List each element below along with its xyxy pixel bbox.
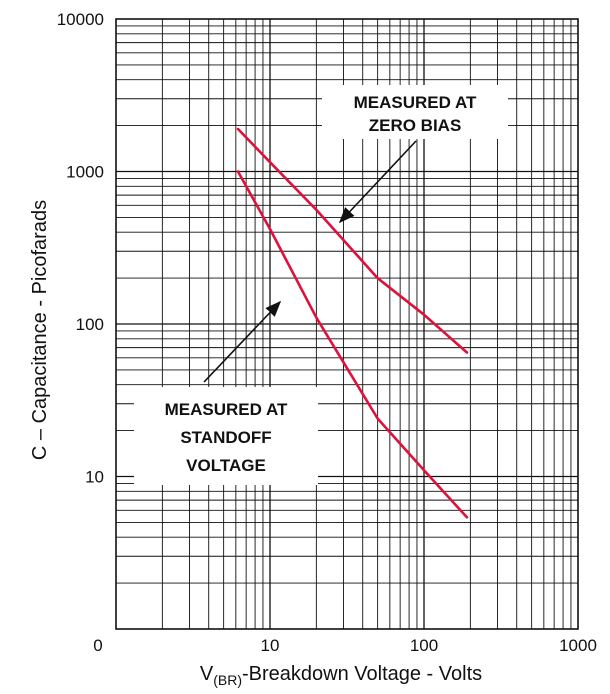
standoff-annotation-line-3: VOLTAGE (186, 456, 266, 475)
tick-labels: 0 10 100 1000 10 100 1000 10000 (57, 10, 597, 655)
y-tick-label: 10 (85, 468, 104, 487)
zero-bias-annotation-line-2: ZERO BIAS (369, 116, 462, 135)
standoff-annotation-box (134, 387, 318, 485)
x-axis-label-main: -Breakdown Voltage - Volts (242, 663, 482, 685)
standoff-annotation-line-1: MEASURED AT (165, 400, 288, 419)
x-tick-label: 1000 (559, 636, 597, 655)
y-tick-label: 1000 (66, 163, 104, 182)
x-axis-label-prefix: V (200, 663, 214, 685)
series-line-1 (236, 127, 469, 354)
x-axis-label-subscript: (BR) (213, 672, 242, 688)
zero-bias-arrow (338, 140, 417, 224)
series-layer (236, 127, 469, 519)
series-line-2 (236, 170, 469, 519)
plot-frame (115, 18, 579, 630)
zero-bias-annotation-box (322, 85, 508, 139)
x-tick-label: 10 (261, 636, 280, 655)
x-tick-label: 0 (93, 636, 102, 655)
y-tick-label: 100 (76, 315, 104, 334)
x-tick-label: 100 (410, 636, 438, 655)
x-axis-label: V(BR)-Breakdown Voltage - Volts (200, 663, 482, 688)
zero-bias-annotation-line-1: MEASURED AT (354, 93, 477, 112)
standoff-arrow (203, 300, 282, 383)
y-tick-label: 10000 (57, 10, 104, 29)
standoff-annotation-line-2: STANDOFF (180, 428, 271, 447)
y-axis-label: C – Capacitance - Picofarads (29, 200, 51, 460)
